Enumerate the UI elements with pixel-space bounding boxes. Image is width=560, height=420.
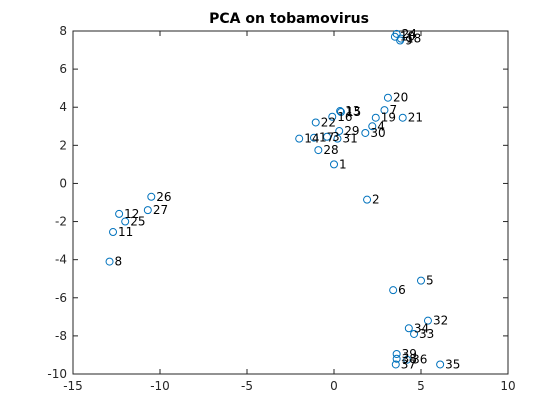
point-label: 5 [426, 274, 434, 288]
data-point [398, 113, 407, 122]
point-label: 32 [433, 314, 448, 328]
point-label: 11 [118, 225, 133, 239]
data-point [423, 316, 432, 325]
point-labels: 1235678910111213141516171819202122242526… [115, 27, 461, 372]
point-label: 34 [414, 321, 429, 335]
data-point [371, 113, 380, 122]
data-point [336, 107, 345, 116]
y-tick-label: -2 [55, 215, 67, 229]
data-point [383, 93, 392, 102]
x-tick-label: 10 [500, 379, 515, 393]
data-point [121, 217, 130, 226]
x-tick-label: -10 [150, 379, 170, 393]
data-point [323, 132, 332, 141]
data-point [410, 329, 419, 338]
point-label: 30 [370, 126, 385, 140]
data-points [105, 29, 445, 369]
data-point [392, 29, 401, 38]
point-label: 16 [337, 110, 352, 124]
data-point [396, 34, 405, 43]
y-tick-label: -4 [55, 253, 67, 267]
point-label: 19 [381, 111, 396, 125]
y-tick-label: 6 [59, 62, 67, 76]
point-label: 31 [342, 132, 357, 146]
data-point [295, 134, 304, 143]
point-label: 29 [344, 124, 359, 138]
data-point [392, 354, 401, 363]
y-tick-label: 8 [59, 24, 67, 38]
data-point [336, 107, 345, 116]
point-label: 2 [372, 193, 380, 207]
x-tick-label: -15 [63, 379, 83, 393]
x-tick-label: -5 [241, 379, 253, 393]
data-point [115, 209, 124, 218]
point-label: 6 [398, 283, 406, 297]
point-label: 26 [156, 190, 171, 204]
y-tick-label: -6 [55, 291, 67, 305]
data-point [105, 257, 114, 266]
data-point [389, 286, 398, 295]
data-point [311, 118, 320, 127]
data-point [314, 146, 323, 155]
x-tick-label: 0 [330, 379, 338, 393]
data-point [417, 276, 425, 285]
point-label: 36 [412, 353, 427, 367]
data-point [391, 360, 400, 369]
point-label: 4 [377, 119, 385, 133]
point-label: 18 [406, 32, 421, 46]
y-tick-label: -8 [55, 329, 67, 343]
point-label: 37 [401, 357, 416, 371]
point-label: 10 [400, 30, 415, 44]
y-tick-label: 2 [59, 138, 67, 152]
point-label: 33 [419, 327, 434, 341]
data-point [143, 206, 152, 215]
point-label: 14 [304, 132, 319, 146]
data-point [368, 122, 377, 131]
data-point [109, 228, 118, 237]
data-point [392, 349, 401, 358]
data-point [328, 112, 337, 121]
point-label: 27 [153, 203, 168, 217]
point-label: 21 [408, 111, 423, 125]
data-point [404, 324, 413, 333]
y-tick-label: 0 [59, 176, 67, 190]
point-label: 35 [445, 357, 460, 371]
plot-frame [72, 30, 509, 375]
data-point [380, 106, 389, 115]
point-label: 28 [323, 143, 338, 157]
data-point [335, 127, 344, 136]
data-point [333, 134, 342, 143]
point-label: 25 [130, 215, 145, 229]
point-label: 38 [402, 352, 417, 366]
x-tick-label: 5 [417, 379, 425, 393]
y-tick-label: 4 [59, 100, 67, 114]
point-label: 22 [321, 115, 336, 129]
point-label: 13 [345, 104, 360, 118]
point-label: 17 [319, 131, 334, 145]
point-label: 24 [402, 27, 417, 41]
data-point [309, 133, 318, 142]
point-label: 9 [405, 34, 413, 48]
point-label: 8 [115, 255, 123, 269]
data-point [363, 195, 372, 204]
point-label: 20 [393, 91, 408, 105]
data-point [436, 360, 445, 369]
point-label: 12 [124, 207, 139, 221]
data-point [330, 160, 338, 169]
data-point [403, 355, 412, 364]
point-label: 3 [332, 130, 340, 144]
y-tick-label: -10 [47, 367, 67, 381]
data-point [147, 192, 156, 201]
point-label: 7 [389, 103, 397, 117]
point-label: 15 [346, 105, 361, 119]
chart-title: PCA on tobamovirus [209, 11, 369, 27]
point-label: 1 [339, 157, 347, 171]
point-label: 39 [402, 347, 417, 361]
data-point [361, 128, 370, 137]
